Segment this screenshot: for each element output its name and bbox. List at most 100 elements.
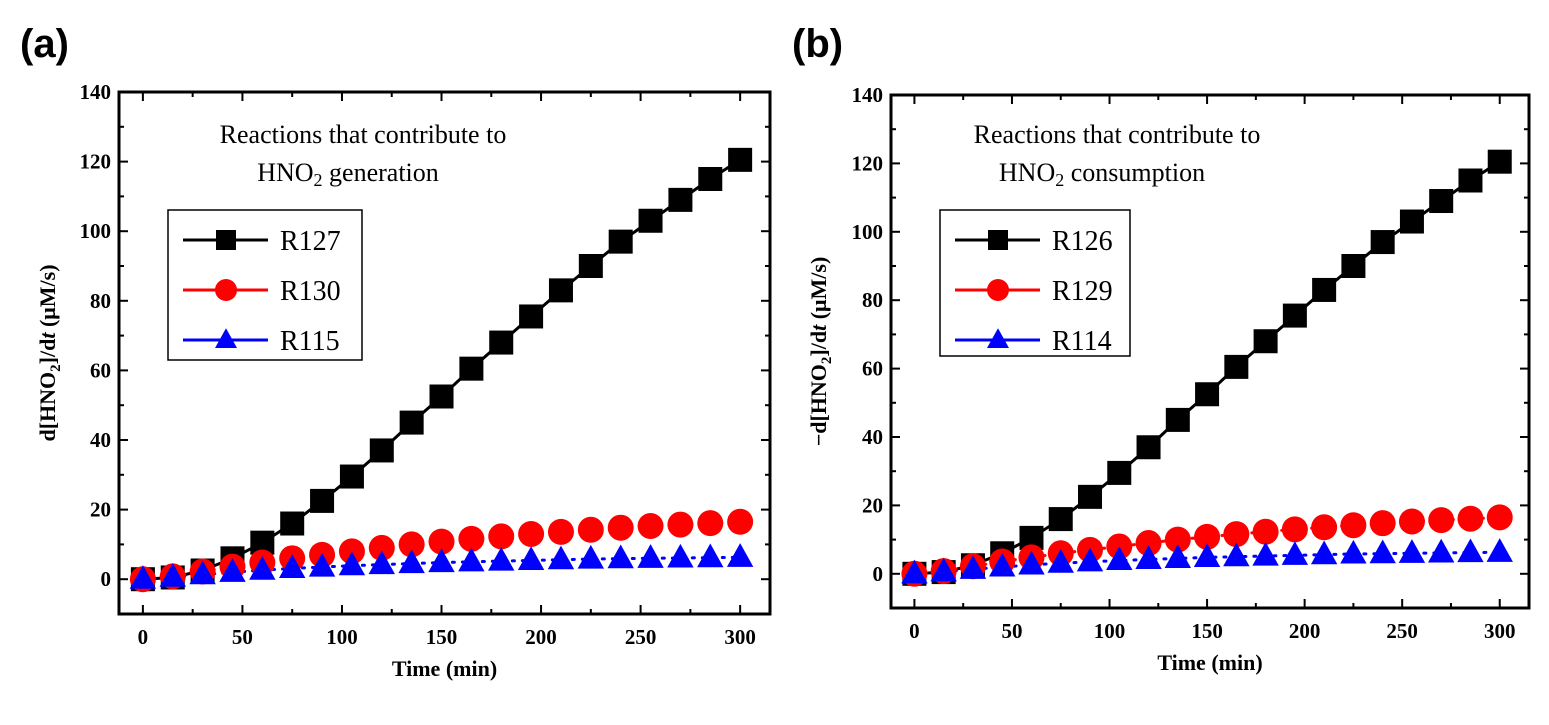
data-point (338, 551, 366, 576)
data-point (1135, 545, 1162, 570)
x-tick-label: 100 (1094, 619, 1126, 643)
data-point (1194, 523, 1221, 550)
y-tick-label: 0 (101, 567, 112, 591)
x-tick-label: 250 (625, 625, 657, 649)
plot-frame (117, 90, 772, 616)
x-tick-label: 300 (724, 625, 756, 649)
legend-marker-circle (987, 279, 1009, 301)
data-point (429, 384, 454, 409)
chart-a: 0 50 100 150 200 250 300 0 20 40 60 80 100 120 140 Time… (35, 80, 772, 681)
data-point (189, 560, 216, 585)
data-point (1428, 507, 1455, 534)
panel-b: (b) 0 50 100 150 200 250 300 0 20 40 60 80 100 120 140… (774, 0, 1549, 725)
data-point (428, 528, 455, 555)
data-point (1282, 303, 1307, 328)
data-point (308, 552, 336, 577)
data-point (1018, 550, 1045, 575)
data-point (547, 545, 575, 570)
panel-label-b: (b) (792, 22, 844, 66)
data-point (989, 552, 1016, 577)
data-point (930, 557, 957, 582)
data-point (1223, 521, 1250, 548)
data-point (219, 558, 246, 582)
y-tick-label: 60 (90, 358, 111, 382)
panel-label-a: (a) (20, 22, 69, 66)
y-tick-label: 120 (80, 150, 112, 174)
data-point (1281, 516, 1308, 543)
data-point (1369, 510, 1396, 537)
x-tick-label: 150 (1191, 619, 1223, 643)
legend-marker-triangle (987, 328, 1009, 348)
legend-label: R129 (1052, 276, 1113, 307)
series-markers-R115 (129, 543, 754, 589)
data-point (1340, 539, 1367, 564)
data-point (398, 549, 425, 574)
data-point (129, 565, 157, 589)
annotation-line-2: HNO2 consumption (999, 158, 1205, 190)
data-point (1429, 189, 1454, 214)
data-point (519, 304, 544, 329)
legend-label: R127 (280, 226, 341, 257)
data-point (1106, 546, 1133, 571)
data-point (1252, 541, 1279, 566)
y-axis-title: −d[HNO2]/dt (μM/s) (806, 257, 835, 447)
data-point (1078, 484, 1103, 509)
data-point (698, 167, 723, 191)
x-tick-label: 200 (525, 625, 557, 649)
data-point (398, 531, 425, 558)
data-point (1398, 539, 1426, 563)
plot-frame (889, 93, 1531, 610)
chart-b: 0 50 100 150 200 250 300 0 20 40 60 80 100 120 140 Time… (806, 83, 1531, 675)
x-tick-label: 50 (232, 625, 253, 649)
data-point (901, 559, 928, 584)
legend-label: R114 (1052, 326, 1112, 357)
y-tick-label: 120 (852, 151, 884, 175)
x-tick-label: 300 (1484, 619, 1516, 643)
data-point (668, 187, 693, 212)
data-point (1340, 512, 1367, 539)
data-point (726, 543, 754, 567)
legend-box (939, 209, 1131, 357)
data-point (428, 548, 455, 573)
data-point (338, 538, 365, 565)
legend-marker-square (988, 230, 1008, 250)
data-point (1164, 544, 1192, 568)
x-tick-label: 150 (426, 625, 458, 649)
data-point (518, 520, 545, 547)
data-point (1428, 538, 1455, 563)
data-point (1076, 547, 1104, 572)
x-tick-label: 0 (909, 619, 920, 643)
data-point (1369, 539, 1396, 564)
data-point (1193, 543, 1221, 567)
data-point (1341, 254, 1366, 278)
data-point (399, 410, 424, 435)
data-point (1458, 168, 1483, 193)
panel-a: (a) 0 50 100 150 200 250 300 0 20 40 60 80 100 120 140… (20, 22, 772, 681)
data-point (1048, 507, 1073, 532)
x-tick-label: 250 (1386, 619, 1418, 643)
data-point (667, 543, 694, 568)
data-point (1136, 435, 1161, 460)
data-point (459, 356, 484, 381)
data-point (1164, 526, 1191, 553)
data-point (1224, 354, 1249, 379)
x-tick-label: 50 (1001, 619, 1022, 643)
data-point (1310, 540, 1338, 565)
legend-box (167, 209, 363, 361)
data-point (1195, 382, 1220, 407)
data-point (1135, 530, 1162, 557)
data-point (1281, 541, 1309, 565)
data-point (339, 464, 364, 489)
data-point (1223, 542, 1250, 567)
legend-marker-circle (215, 279, 237, 301)
legend-marker-square (216, 230, 236, 250)
data-point (488, 523, 515, 550)
data-point (608, 229, 633, 254)
y-tick-label: 140 (852, 83, 884, 107)
data-point (547, 518, 574, 545)
series-markers-R129 (901, 504, 1513, 587)
y-tick-label: 100 (852, 220, 884, 244)
x-tick-label: 0 (138, 625, 149, 649)
data-point (607, 514, 634, 541)
data-point (368, 534, 395, 561)
